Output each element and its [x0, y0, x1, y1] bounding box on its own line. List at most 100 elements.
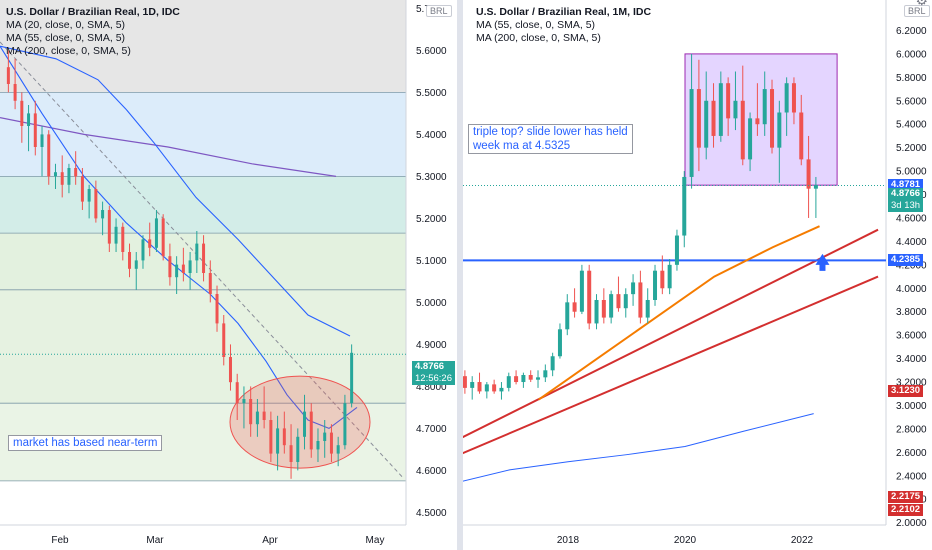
monthly-price-tag-value: 2.2102: [891, 504, 921, 516]
pane-divider[interactable]: [457, 0, 463, 550]
monthly-price-tag: 4.2385: [888, 254, 924, 267]
monthly-candle-body: [784, 83, 789, 113]
monthly-candle-body: [799, 112, 804, 160]
monthly-price-tag-value: 4.8781: [891, 179, 921, 191]
monthly-trendline: [463, 275, 879, 455]
monthly-annotation-line-1: triple top? slide lower has held: [473, 126, 628, 138]
daily-candle-body: [303, 411, 307, 437]
daily-candle-body: [134, 260, 138, 269]
monthly-candle-body: [557, 329, 562, 357]
monthly-y-tick-label: 2.4000: [896, 471, 927, 482]
monthly-candle-body: [770, 89, 775, 148]
monthly-candle-body: [674, 235, 679, 265]
monthly-candle-body: [514, 376, 519, 383]
daily-chart-panel[interactable]: 5.70005.60005.50005.40005.30005.20005.10…: [0, 0, 457, 550]
monthly-candle-body: [791, 83, 796, 113]
monthly-candle-body: [704, 100, 709, 148]
daily-y-tick-label: 4.7000: [416, 424, 447, 435]
monthly-candle-body: [579, 270, 584, 312]
monthly-annotation[interactable]: triple top? slide lower has held week ma…: [468, 124, 633, 154]
monthly-y-tick-label: 3.6000: [896, 331, 927, 342]
daily-candle-body: [141, 239, 145, 261]
daily-x-tick-label: May: [366, 535, 385, 546]
daily-ma20-label: MA (20, close, 0, SMA, 5): [6, 19, 126, 31]
monthly-y-tick-label: 6.2000: [896, 26, 927, 37]
daily-base-ellipse: [229, 375, 371, 469]
monthly-trendline: [463, 228, 879, 439]
fib-zone: [0, 0, 406, 93]
monthly-y-tick-label: 6.0000: [896, 49, 927, 60]
daily-candle-body: [255, 411, 259, 425]
monthly-ma200-line: [463, 413, 814, 482]
monthly-y-tick-label: 3.2000: [896, 378, 927, 389]
monthly-price-tag: 3.1230: [888, 385, 924, 398]
monthly-candle-body: [711, 100, 716, 136]
daily-candle-body: [188, 260, 192, 273]
daily-candle-body: [329, 432, 333, 454]
monthly-price-tag-value: 3.1230: [891, 385, 921, 397]
monthly-price-tag-value: 2.2175: [891, 491, 921, 503]
daily-candle-body: [168, 256, 172, 278]
gear-icon[interactable]: ⚙: [915, 0, 928, 8]
daily-title: U.S. Dollar / Brazilian Real, 1D, IDC: [6, 6, 180, 18]
monthly-y-tick-label: 3.4000: [896, 354, 927, 365]
monthly-ma55-label: MA (55, close, 0, SMA, 5): [476, 19, 596, 31]
daily-candle-body: [87, 189, 91, 202]
daily-candle-body: [121, 226, 125, 252]
daily-candle-body: [27, 113, 31, 126]
daily-annotation[interactable]: market has based near-term: [8, 435, 163, 451]
daily-ma200-label: MA (200, close, 0, SMA, 5): [6, 45, 131, 57]
daily-x-tick-label: Mar: [146, 535, 164, 546]
daily-x-tick-label: Feb: [51, 535, 69, 546]
daily-candle-body: [222, 323, 226, 357]
daily-candle-body: [262, 411, 266, 420]
daily-candle-body: [242, 399, 246, 404]
monthly-candle-body: [762, 89, 767, 125]
monthly-candle-body: [748, 118, 753, 160]
daily-x-tick-label: Apr: [262, 535, 278, 546]
daily-y-tick-label: 5.3000: [416, 172, 447, 183]
monthly-candle-body: [806, 159, 811, 189]
daily-currency-badge[interactable]: BRL: [426, 5, 452, 17]
daily-candle-body: [53, 172, 57, 177]
daily-candle-body: [67, 168, 71, 185]
monthly-ma55-line: [538, 225, 820, 401]
daily-dashed-trendline: [0, 41, 405, 480]
monthly-candle-body: [550, 356, 555, 371]
daily-candle-body: [215, 294, 219, 324]
daily-ma55-label: MA (55, close, 0, SMA, 5): [6, 32, 126, 44]
daily-candle-body: [323, 432, 327, 441]
monthly-candle-body: [631, 282, 636, 295]
daily-candle-body: [40, 134, 44, 147]
monthly-y-tick-label: 2.6000: [896, 448, 927, 459]
daily-ma200-line: [0, 117, 337, 177]
monthly-candle-body: [601, 300, 606, 318]
daily-candle-body: [343, 403, 347, 446]
monthly-candle-body: [660, 270, 665, 289]
monthly-chart-panel[interactable]: 6.2000 6.0000 5.8000 5.6000 5.4000 5.2000 5.00…: [463, 0, 932, 550]
monthly-x-tick-label: 2020: [674, 535, 697, 546]
daily-candle-body: [309, 411, 313, 450]
monthly-candle-body: [543, 370, 548, 378]
daily-candle-body: [74, 168, 78, 177]
monthly-y-tick-label: 3.8000: [896, 307, 927, 318]
monthly-candle-body: [653, 270, 658, 300]
monthly-y-tick-label: 4.6000: [896, 213, 927, 224]
daily-chart-canvas[interactable]: 5.70005.60005.50005.40005.30005.20005.10…: [0, 0, 457, 550]
daily-candle-body: [282, 428, 286, 446]
monthly-chart-canvas[interactable]: 6.2000 6.0000 5.8000 5.6000 5.4000 5.2000 5.00…: [463, 0, 932, 550]
daily-candle-body: [128, 252, 132, 269]
daily-candle-body: [202, 243, 206, 273]
daily-candle-body: [276, 428, 280, 454]
monthly-candle-body: [528, 375, 533, 380]
monthly-candle-body: [740, 100, 745, 160]
monthly-candle-body: [506, 376, 511, 388]
monthly-x-tick-label: 2018: [557, 535, 580, 546]
daily-candle-body: [316, 441, 320, 450]
monthly-candle-body: [499, 387, 504, 392]
monthly-currency-badge[interactable]: BRL: [904, 5, 930, 17]
monthly-y-tick-label: 4.4000: [896, 237, 927, 248]
monthly-candle-body: [536, 377, 541, 380]
daily-candle-body: [181, 264, 185, 273]
monthly-candle-body: [594, 300, 599, 324]
